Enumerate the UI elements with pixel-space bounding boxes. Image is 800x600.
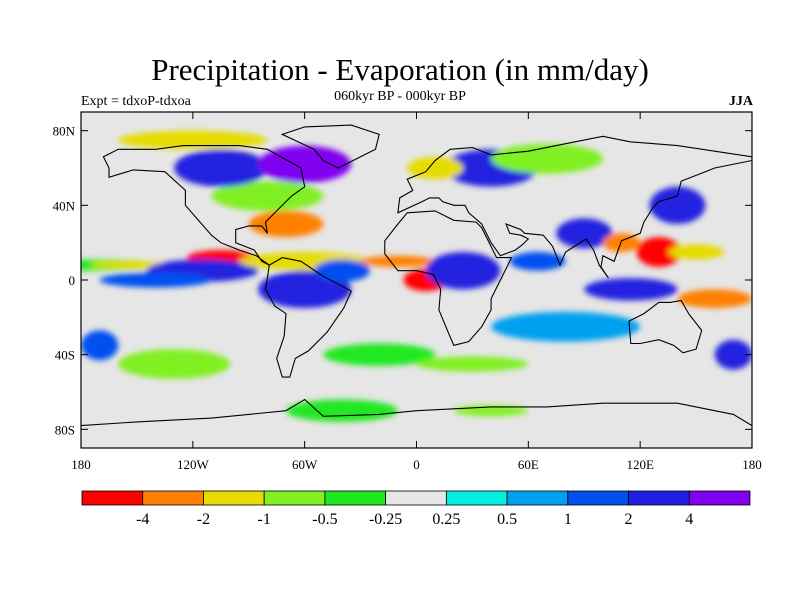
x-tick-label: 60W xyxy=(292,457,318,472)
coastline-australia xyxy=(628,299,703,354)
field-region xyxy=(491,143,603,174)
field-region xyxy=(649,186,706,224)
field-region xyxy=(714,339,752,370)
colorbar-swatch xyxy=(263,490,326,506)
colorbar-swatch xyxy=(324,490,387,506)
field-region xyxy=(677,289,752,308)
colorbar-label: 1 xyxy=(564,511,572,528)
colorbar-label: -0.5 xyxy=(312,511,337,528)
field-region xyxy=(360,255,436,267)
x-tick-label: 180 xyxy=(71,457,91,472)
field-region xyxy=(491,311,641,342)
field-region xyxy=(99,272,212,288)
field-region xyxy=(556,218,613,249)
colorbar-swatch xyxy=(142,490,204,506)
colorbar-swatch xyxy=(203,490,265,506)
season-label: JJA xyxy=(728,94,753,109)
y-tick-label: 80N xyxy=(53,124,76,139)
field-layer xyxy=(81,130,752,422)
field-region xyxy=(602,233,641,253)
field-region xyxy=(425,251,501,290)
coastline-south-america xyxy=(264,257,353,378)
coastline-africa xyxy=(384,210,513,346)
field-region xyxy=(118,130,268,150)
field-region xyxy=(509,252,566,271)
y-axis: 80N 40N 0 40S 80S xyxy=(53,124,752,437)
colorbar-swatch xyxy=(81,490,144,506)
y-tick-label: 0 xyxy=(69,273,76,288)
colorbar-label: -4 xyxy=(136,511,149,528)
y-tick-label: 40S xyxy=(55,348,75,363)
coastline-north-america xyxy=(102,145,306,266)
plot-title: Precipitation - Evaporation (in mm/day) xyxy=(151,52,649,87)
field-region xyxy=(258,145,352,183)
field-region xyxy=(118,349,231,379)
experiment-label: Expt = tdxoP-tdxoa xyxy=(81,94,191,109)
colorbar-label: 0.5 xyxy=(497,511,517,528)
field-region xyxy=(416,356,529,372)
colorbar-label: -1 xyxy=(258,511,271,528)
x-tick-label: 120W xyxy=(177,457,210,472)
colorbar-swatch xyxy=(567,490,629,506)
field-region xyxy=(668,244,725,260)
colorbar-swatch xyxy=(688,490,751,506)
field-region xyxy=(286,399,398,422)
colorbar-swatch xyxy=(628,490,690,506)
x-tick-label: 180 xyxy=(742,457,762,472)
field-region xyxy=(323,343,436,366)
x-tick-label: 0 xyxy=(413,457,420,472)
colorbar-label: -2 xyxy=(197,511,210,528)
coastline-greenland xyxy=(280,124,380,169)
field-region xyxy=(81,330,119,361)
field-region xyxy=(248,210,324,238)
field-region xyxy=(211,181,324,211)
colorbar-label: -0.25 xyxy=(369,511,402,528)
colorbar-swatch xyxy=(385,490,447,506)
field-region xyxy=(636,237,682,267)
field-region xyxy=(313,259,370,282)
x-axis: 180 120W 60W 0 60E 120E 180 xyxy=(71,112,762,472)
x-tick-label: 60E xyxy=(518,457,539,472)
field-region xyxy=(174,149,268,187)
y-tick-label: 40N xyxy=(53,198,76,213)
coastline-antarctica xyxy=(81,398,752,427)
colorbar-label: 2 xyxy=(625,511,633,528)
colorbar-swatch xyxy=(445,490,508,506)
coastline-eurasia xyxy=(397,135,752,279)
y-tick-label: 80S xyxy=(55,422,75,437)
coastline-layer xyxy=(81,124,752,427)
field-region xyxy=(584,278,678,301)
colorbar-swatch xyxy=(506,490,569,506)
x-tick-label: 120E xyxy=(626,457,654,472)
colorbar-label: 4 xyxy=(685,511,693,528)
colorbar: -4 -2 -1 -0.5 -0.25 0.25 0.5 1 2 4 xyxy=(81,490,751,528)
colorbar-label: 0.25 xyxy=(432,511,460,528)
plot-subtitle: 060kyr BP - 000kyr BP xyxy=(334,89,466,104)
